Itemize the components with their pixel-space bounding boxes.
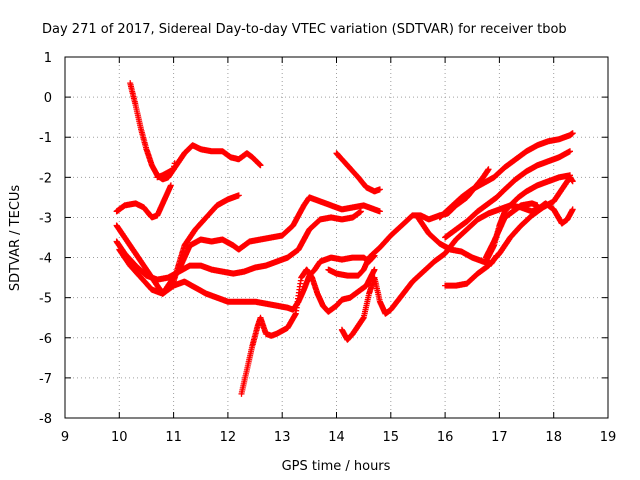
y-tick-label: -4: [39, 252, 52, 267]
series-markers: [436, 130, 576, 221]
x-tick-label: 11: [165, 430, 182, 445]
x-tick-label: 18: [545, 430, 562, 445]
x-tick-label: 10: [111, 430, 128, 445]
series-arc-3: [113, 182, 174, 221]
x-tick-label: 12: [220, 430, 237, 445]
series-arc-16: [436, 130, 576, 221]
series-arc-13: [442, 174, 576, 289]
x-tick-label: 9: [61, 430, 69, 445]
grid-lines: [65, 57, 608, 418]
y-tick-label: -7: [39, 372, 52, 387]
series-markers: [127, 80, 178, 183]
series-markers: [442, 174, 576, 289]
y-axis-title: SDTVAR / TECUs: [8, 185, 23, 292]
series-markers: [113, 208, 364, 283]
series-arc-5: [170, 192, 242, 285]
y-tick-label: -1: [39, 131, 52, 146]
y-tick-label: -6: [39, 332, 52, 347]
y-tick-label: -2: [39, 171, 52, 186]
series-markers: [113, 182, 174, 221]
series-arc-6: [113, 208, 364, 283]
x-axis: 9 10 11 12 13 14 15 16 17 18 19: [61, 57, 616, 445]
series-markers: [116, 246, 378, 313]
series-markers: [333, 150, 383, 195]
chart-title: Day 271 of 2017, Sidereal Day-to-day VTE…: [42, 22, 567, 37]
series-markers: [442, 148, 573, 241]
series-arc-1: [127, 80, 178, 183]
series-markers: [238, 266, 378, 397]
y-tick-label: -8: [39, 412, 52, 427]
series-arc-2: [154, 142, 264, 181]
series-arc-14: [442, 148, 573, 241]
series-markers: [170, 192, 242, 285]
x-tick-label: 17: [491, 430, 508, 445]
y-tick-label: -5: [39, 292, 52, 307]
y-tick-label: 0: [44, 91, 52, 106]
x-tick-label: 15: [383, 430, 400, 445]
series-arc-17: [482, 200, 541, 261]
y-tick-label: -3: [39, 211, 52, 226]
series-arc-10: [333, 150, 383, 195]
x-tick-label: 13: [274, 430, 291, 445]
x-tick-label: 14: [328, 430, 345, 445]
series-markers: [154, 142, 264, 181]
x-axis-title: GPS time / hours: [282, 459, 391, 474]
y-axis: -8 -7 -6 -5 -4 -3 -2 -1 0 1: [39, 51, 608, 427]
data-points: [113, 80, 576, 397]
y-tick-label: 1: [44, 51, 52, 66]
series-markers: [482, 200, 541, 261]
x-tick-label: 19: [600, 430, 617, 445]
series-arc-7: [116, 246, 378, 313]
series-arc-8: [238, 266, 378, 397]
x-tick-label: 16: [437, 430, 454, 445]
